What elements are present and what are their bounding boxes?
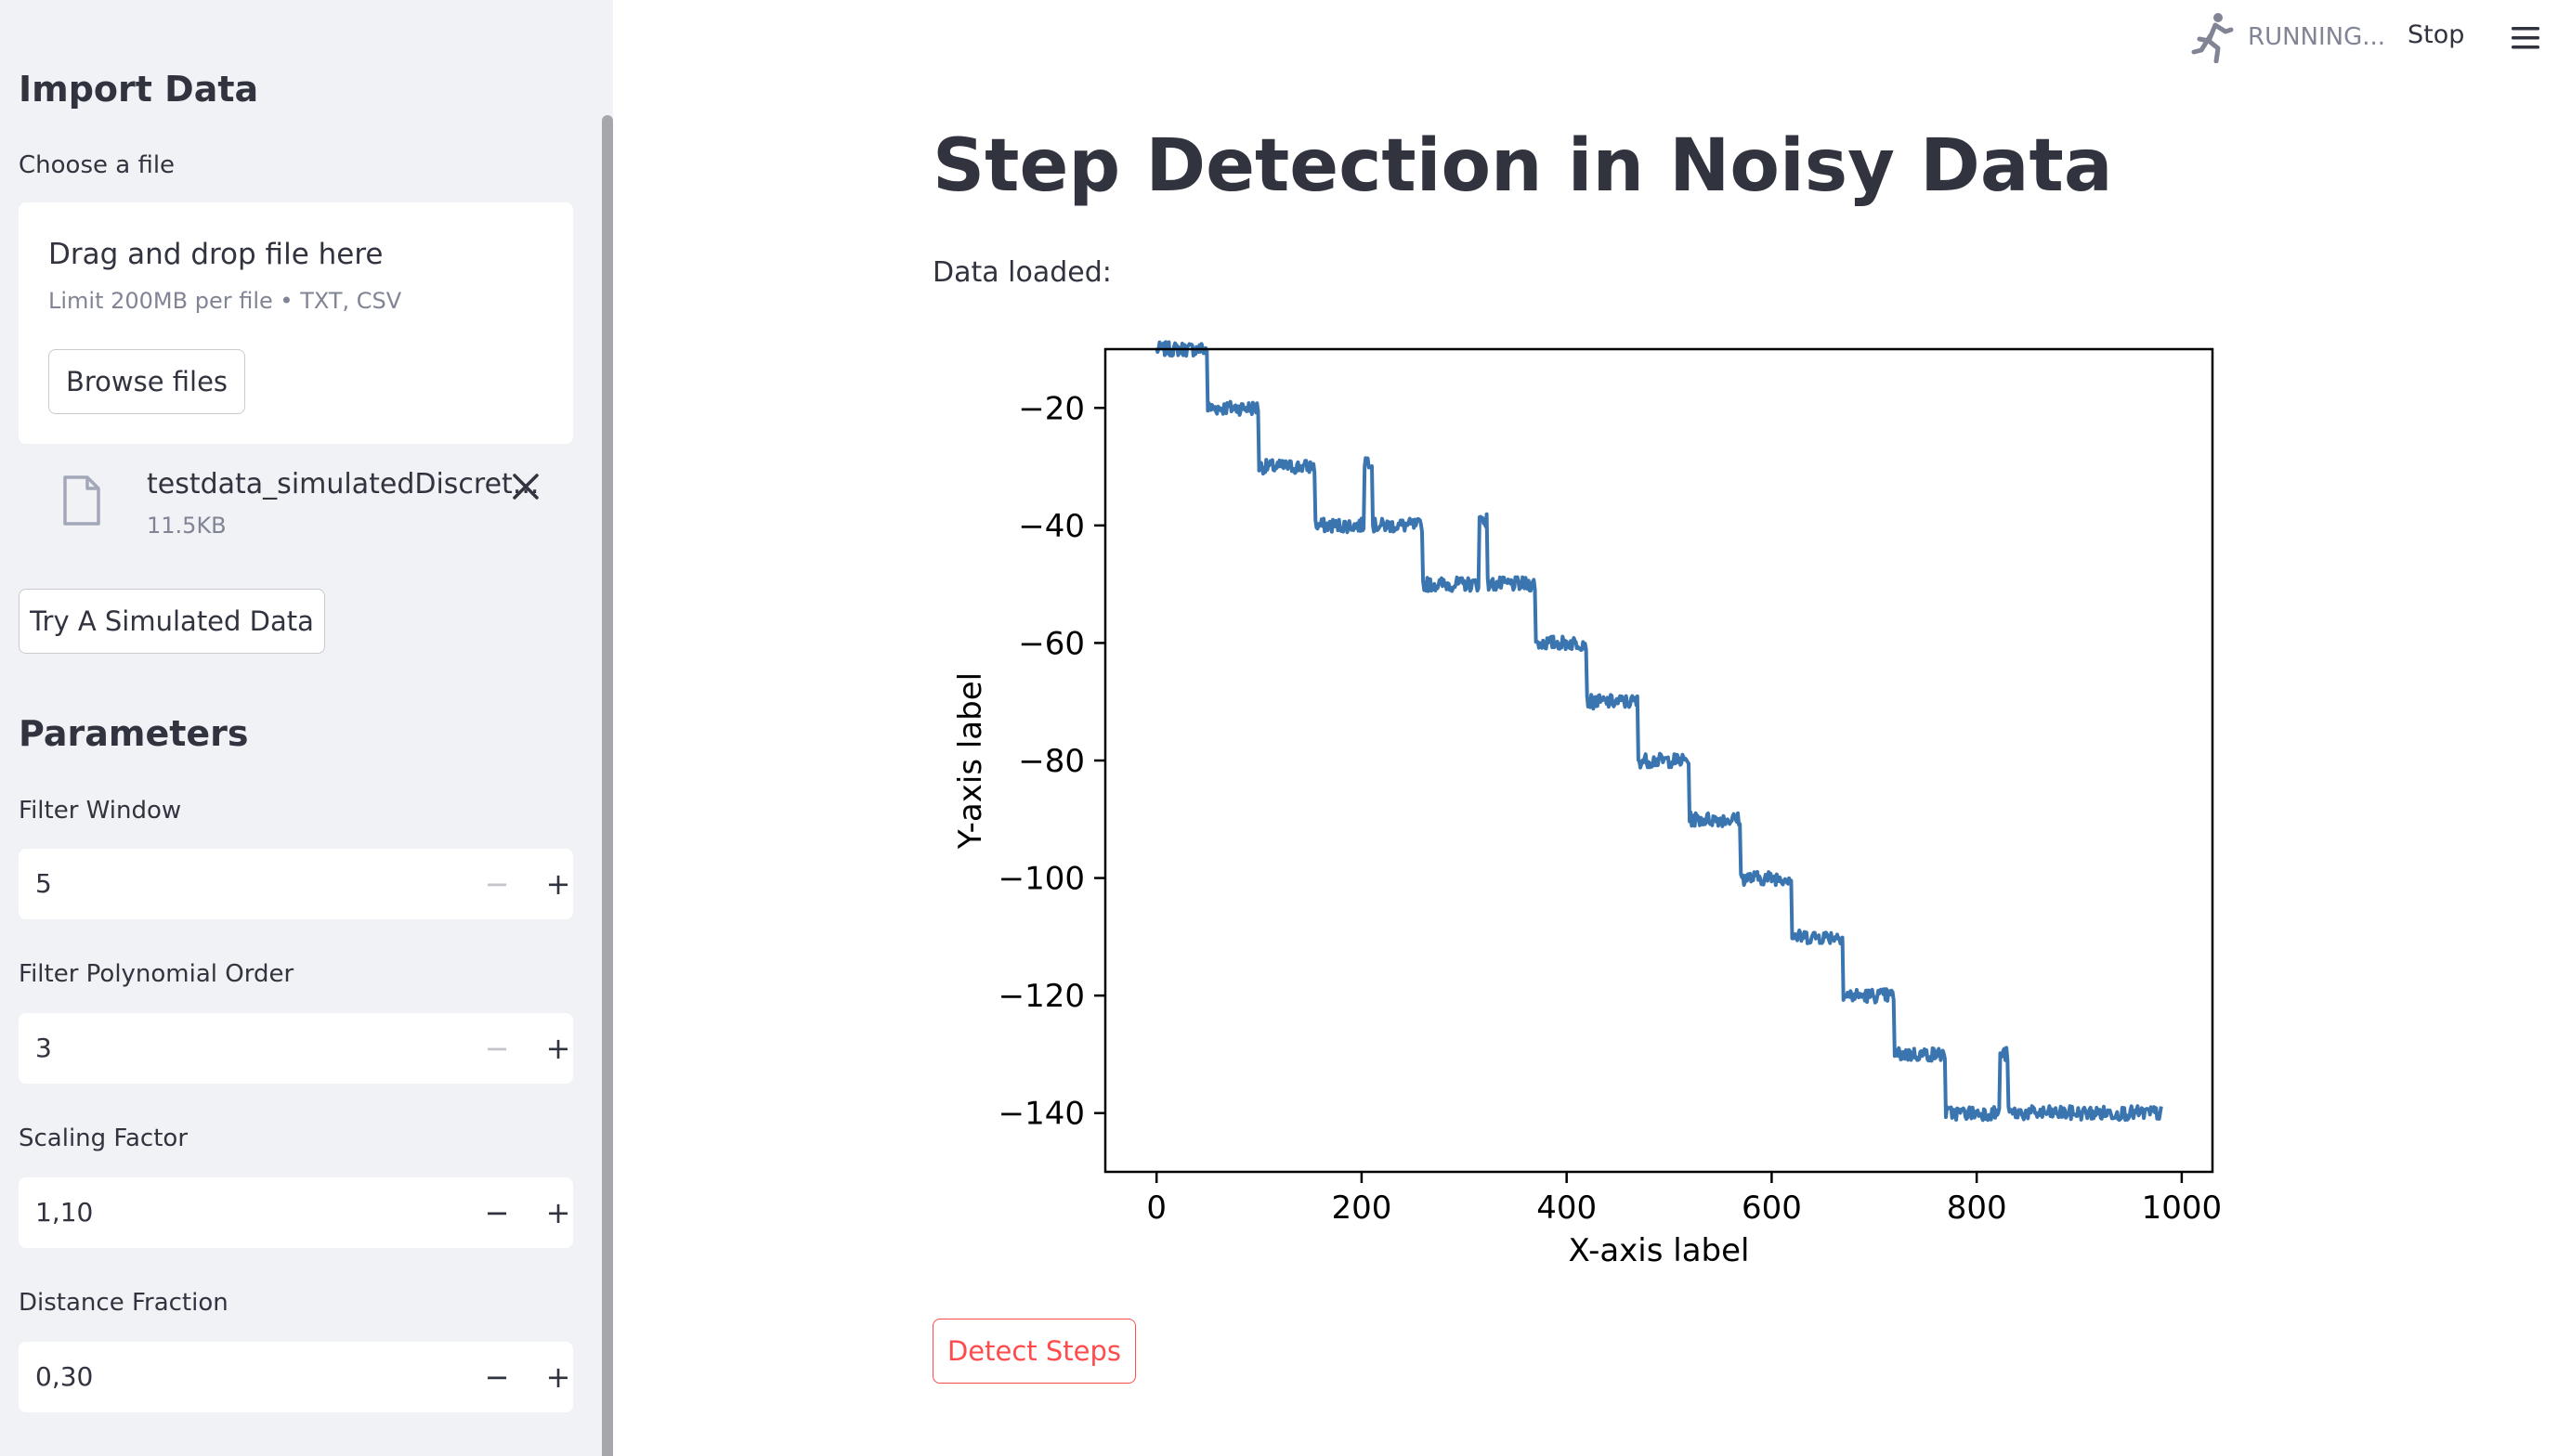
uploaded-file-name: testdata_simulatedDiscret...	[147, 468, 540, 500]
data-loaded-label: Data loaded:	[933, 256, 1112, 289]
y-tick-label: −60	[1018, 625, 1085, 662]
y-tick-label: −40	[1018, 508, 1085, 545]
filter-window-label: Filter Window	[19, 797, 182, 825]
x-tick-label: 1000	[2142, 1190, 2223, 1227]
decrement-button[interactable]: −	[484, 1359, 510, 1395]
step-data-chart: 0 200 400 600 800 1000 −20 −40 −60 −80 −100 −120 −14…	[952, 340, 2223, 1269]
filter-window-input[interactable]: 5 − +	[19, 849, 573, 919]
import-data-heading: Import Data	[19, 69, 259, 110]
x-tick-label: 400	[1536, 1190, 1597, 1227]
stop-button[interactable]: Stop	[2408, 20, 2465, 49]
sidebar-scrollbar[interactable]	[602, 115, 613, 1456]
running-status: RUNNING...	[2190, 11, 2385, 63]
page-title: Step Detection in Noisy Data	[933, 124, 2113, 208]
y-axis-label: Y-axis label	[952, 672, 989, 850]
x-tick-label: 200	[1331, 1190, 1391, 1227]
increment-button[interactable]: +	[545, 1359, 571, 1395]
parameters-heading: Parameters	[19, 713, 249, 754]
increment-button[interactable]: +	[545, 866, 571, 902]
filter-polynomial-order-value[interactable]: 3	[35, 1033, 52, 1063]
distance-fraction-input[interactable]: 0,30 − +	[19, 1342, 573, 1412]
try-simulated-data-button[interactable]: Try A Simulated Data	[19, 589, 325, 654]
scaling-factor-value[interactable]: 1,10	[35, 1197, 94, 1228]
decrement-button[interactable]: −	[484, 1031, 510, 1066]
choose-file-label: Choose a file	[19, 151, 176, 179]
y-tick-label: −20	[1018, 390, 1085, 427]
detect-steps-button[interactable]: Detect Steps	[933, 1319, 1136, 1384]
uploaded-file-size: 11.5KB	[147, 513, 227, 539]
distance-fraction-label: Distance Fraction	[19, 1289, 228, 1317]
decrement-button[interactable]: −	[484, 866, 510, 902]
decrement-button[interactable]: −	[484, 1195, 510, 1230]
filter-polynomial-order-label: Filter Polynomial Order	[19, 960, 294, 988]
y-tick-label: −80	[1018, 743, 1085, 780]
x-tick-label: 800	[1947, 1190, 2007, 1227]
y-tick-label: −100	[998, 861, 1085, 898]
dropzone-instructions: Drag and drop file here	[48, 238, 384, 271]
running-person-icon	[2191, 13, 2234, 63]
close-icon[interactable]	[509, 470, 542, 503]
y-tick-label: −120	[998, 978, 1085, 1015]
filter-window-value[interactable]: 5	[35, 868, 52, 899]
filter-polynomial-order-input[interactable]: 3 − +	[19, 1013, 573, 1084]
hamburger-menu-icon[interactable]	[2510, 24, 2541, 52]
increment-button[interactable]: +	[545, 1031, 571, 1066]
file-dropzone[interactable]: Drag and drop file here Limit 200MB per …	[19, 202, 573, 444]
scaling-factor-input[interactable]: 1,10 − +	[19, 1177, 573, 1248]
y-tick-label: −140	[998, 1096, 1085, 1133]
dropzone-limit-text: Limit 200MB per file • TXT, CSV	[48, 288, 402, 314]
sidebar: Import Data Choose a file Drag and drop …	[0, 0, 613, 1456]
file-icon	[63, 475, 100, 526]
increment-button[interactable]: +	[545, 1195, 571, 1230]
x-tick-label: 0	[1146, 1190, 1167, 1227]
running-text: RUNNING...	[2248, 23, 2386, 51]
browse-files-button[interactable]: Browse files	[48, 349, 245, 414]
uploaded-file-row: testdata_simulatedDiscret... 11.5KB	[56, 464, 576, 548]
scaling-factor-label: Scaling Factor	[19, 1124, 189, 1152]
x-axis-label: X-axis label	[1568, 1232, 1749, 1269]
series-line	[1155, 340, 2163, 1123]
x-tick-label: 600	[1742, 1190, 1802, 1227]
distance-fraction-value[interactable]: 0,30	[35, 1361, 94, 1392]
